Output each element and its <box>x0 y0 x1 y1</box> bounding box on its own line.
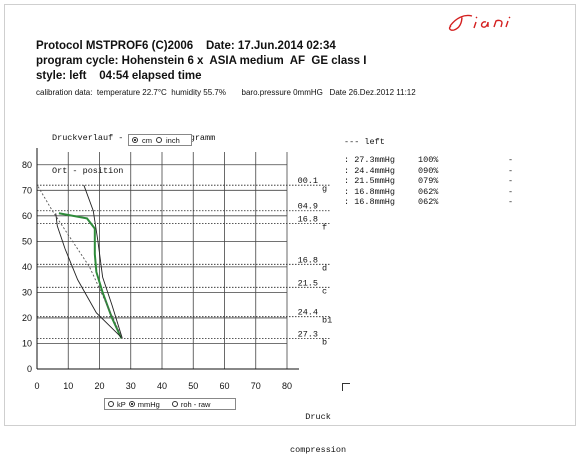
pressure-marker-value: 00.1 <box>298 176 318 186</box>
step-row: : 27.3mmHg 100% - <box>344 155 544 166</box>
step-dash: - <box>508 165 514 176</box>
inch-radio[interactable] <box>156 137 162 143</box>
step-row: : 16.8mmHg 062% - <box>344 187 544 198</box>
compression-label: Druck compression <box>290 390 346 467</box>
pressure-unit-toggle: kP mmHg roh - raw <box>104 398 236 410</box>
x-tick-label: 80 <box>282 381 292 391</box>
pressure-marker-letter: b1 <box>322 316 332 326</box>
x-tick-label: 50 <box>188 381 198 391</box>
pressure-marker-letter: d <box>322 263 327 273</box>
step-pressure: : 16.8mmHg <box>344 197 396 207</box>
x-tick-label: 30 <box>126 381 136 391</box>
pressure-curve <box>58 212 123 339</box>
step-dash: - <box>508 197 514 207</box>
druck-line2: compression <box>290 445 347 455</box>
x-tick-label: 40 <box>157 381 167 391</box>
step-row: : 21.5mmHg 079% - <box>344 176 544 187</box>
kp-label: kP <box>117 399 126 409</box>
pressure-marker-value: 24.4 <box>298 308 318 318</box>
corner-marker-icon <box>342 383 350 391</box>
pressure-marker-letter: g <box>322 184 327 194</box>
pressure-marker-value: 16.8 <box>298 255 318 265</box>
raw-radio[interactable] <box>171 401 178 407</box>
signature-logo <box>448 14 511 31</box>
mmhg-radio[interactable] <box>128 401 135 407</box>
step-pressure: : 16.8mmHg <box>344 186 396 197</box>
pressure-chart: 0 10 20 30 40 50 60 70 80 0 10 20 30 40 50 60 70 80 27.3 b 2… <box>22 148 332 391</box>
x-tick-label: 20 <box>94 381 104 391</box>
y-tick-label: 30 <box>22 287 32 297</box>
step-pressure: : 24.4mmHg <box>344 165 396 176</box>
step-dash: - <box>508 186 514 197</box>
raw-label: roh - raw <box>180 399 211 409</box>
calibration-line: calibration data: temperature 22.7°C hum… <box>36 88 416 97</box>
step-percent: 079% <box>418 176 439 186</box>
step-pressure: : 27.3mmHg <box>344 155 396 165</box>
pressure-marker-value: 16.8 <box>298 214 318 224</box>
cm-radio[interactable] <box>132 137 138 143</box>
y-tick-label: 40 <box>22 262 32 272</box>
step-row: : 16.8mmHg 062% - <box>344 197 544 208</box>
y-tick-label: 20 <box>22 313 32 323</box>
style-line: style: left 04:54 elapsed time <box>36 70 202 82</box>
x-tick-label: 70 <box>251 381 261 391</box>
y-tick-label: 0 <box>27 364 32 374</box>
pressure-marker-value: 27.3 <box>298 329 318 339</box>
inch-label: inch <box>166 135 180 145</box>
limit-curve <box>83 185 123 339</box>
pressure-marker-value: 04.9 <box>298 202 318 212</box>
step-percent: 100% <box>418 155 439 165</box>
y-tick-label: 10 <box>22 338 32 348</box>
unit-toggle: cm inch <box>128 134 192 146</box>
protocol-line: Protocol MSTPROF6 (C)2006 Date: 17.Jun.2… <box>36 40 336 52</box>
pressure-marker-letter: f <box>322 222 327 232</box>
chart-title-line2: Ort - position <box>52 166 124 176</box>
pressure-marker-letter: c <box>322 286 327 296</box>
left-results-panel: --- left : 27.3mmHg 100% - : 24.4mmHg 090% -… <box>344 137 544 208</box>
x-tick-label: 0 <box>34 381 39 391</box>
step-pressure: : 21.5mmHg <box>344 176 396 186</box>
step-dash: - <box>508 155 514 165</box>
step-dash: - <box>508 176 514 186</box>
left-title: --- left <box>344 137 385 147</box>
step-row: : 24.4mmHg 090% - <box>344 166 544 177</box>
y-tick-label: 80 <box>22 160 32 170</box>
program-cycle-line: program cycle: Hohenstein 6 x ASIA mediu… <box>36 55 367 67</box>
cm-label: cm <box>142 135 152 145</box>
limit-curve <box>55 213 123 339</box>
step-percent: 090% <box>418 165 439 176</box>
mmhg-label: mmHg <box>137 399 160 409</box>
x-tick-label: 10 <box>63 381 73 391</box>
druck-line1: Druck <box>305 412 331 422</box>
x-tick-label: 60 <box>219 381 229 391</box>
y-tick-label: 50 <box>22 236 32 246</box>
limit-curve <box>36 184 123 339</box>
steps-list: : 27.3mmHg 100% - : 24.4mmHg 090% - : 21.5mm… <box>344 155 544 208</box>
step-percent: 062% <box>418 197 439 207</box>
pressure-marker-value: 21.5 <box>298 278 318 288</box>
y-tick-label: 70 <box>22 185 32 195</box>
step-percent: 062% <box>418 186 439 197</box>
pressure-marker-letter: b <box>322 337 327 347</box>
y-tick-label: 60 <box>22 211 32 221</box>
kp-radio[interactable] <box>108 401 114 407</box>
